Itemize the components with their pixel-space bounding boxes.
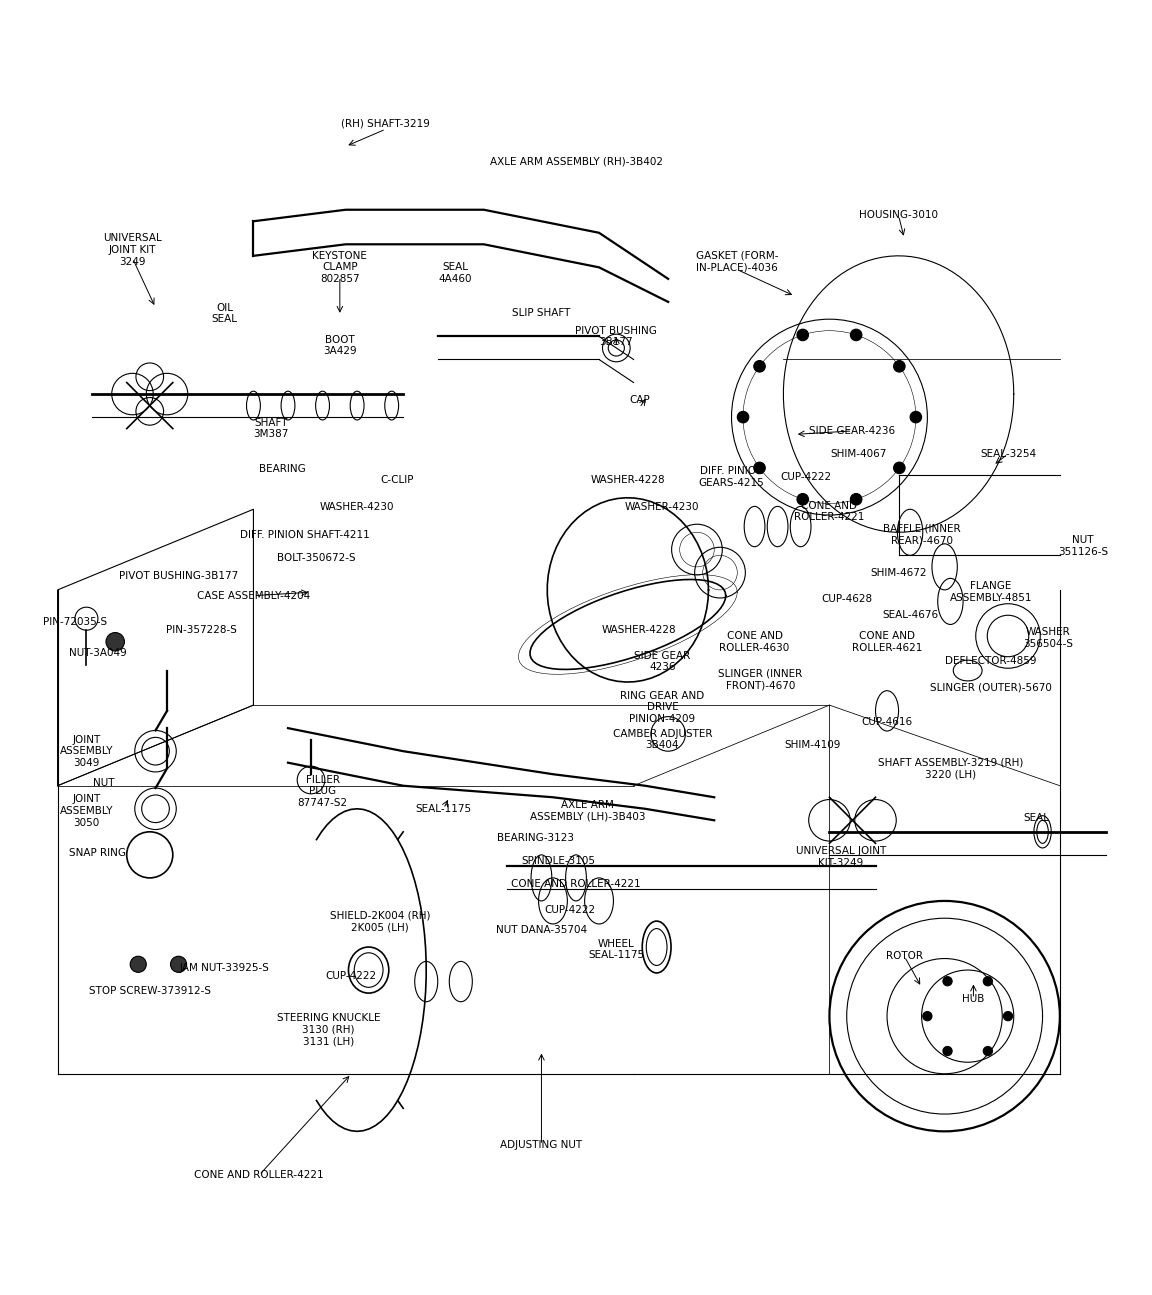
Text: SPINDLE-3105: SPINDLE-3105 bbox=[522, 856, 596, 865]
Text: UNIVERSAL JOINT
KIT-3249: UNIVERSAL JOINT KIT-3249 bbox=[796, 847, 886, 868]
Text: CASE ASSEMBLY-4204: CASE ASSEMBLY-4204 bbox=[197, 591, 310, 601]
Text: CUP-4222: CUP-4222 bbox=[326, 971, 377, 980]
Text: CUP-4628: CUP-4628 bbox=[821, 594, 872, 603]
Circle shape bbox=[983, 976, 992, 985]
Text: NUT
351126-S: NUT 351126-S bbox=[1058, 535, 1108, 557]
Text: PIVOT BUSHING-3B177: PIVOT BUSHING-3B177 bbox=[119, 571, 238, 581]
Text: WHEEL
SEAL-1175: WHEEL SEAL-1175 bbox=[589, 939, 644, 960]
Text: CUP-4222: CUP-4222 bbox=[781, 471, 832, 482]
Text: CONE AND ROLLER-4221: CONE AND ROLLER-4221 bbox=[511, 879, 641, 888]
Text: PIVOT BUSHING
3B177: PIVOT BUSHING 3B177 bbox=[575, 325, 658, 347]
Text: HOUSING-3010: HOUSING-3010 bbox=[859, 211, 938, 220]
Text: CONE AND
ROLLER-4630: CONE AND ROLLER-4630 bbox=[720, 631, 789, 653]
Text: DEFLECTOR-4859: DEFLECTOR-4859 bbox=[945, 657, 1037, 667]
Text: (RH) SHAFT-3219: (RH) SHAFT-3219 bbox=[341, 118, 431, 128]
Circle shape bbox=[923, 1011, 932, 1020]
Text: SIDE GEAR-4236: SIDE GEAR-4236 bbox=[810, 426, 895, 436]
Text: BAFFLE (INNER
REAR)-4670: BAFFLE (INNER REAR)-4670 bbox=[882, 523, 961, 545]
Text: BEARING: BEARING bbox=[259, 464, 305, 474]
Circle shape bbox=[1003, 1011, 1013, 1020]
Text: SEAL-1175: SEAL-1175 bbox=[416, 804, 471, 813]
Text: RING GEAR AND
DRIVE
PINION-4209: RING GEAR AND DRIVE PINION-4209 bbox=[620, 690, 705, 724]
Text: STEERING KNUCKLE
3130 (RH)
3131 (LH): STEERING KNUCKLE 3130 (RH) 3131 (LH) bbox=[276, 1014, 380, 1046]
Text: SEAL-3254: SEAL-3254 bbox=[980, 449, 1036, 458]
Text: SLIP SHAFT: SLIP SHAFT bbox=[513, 308, 570, 319]
Text: WASHER-4230: WASHER-4230 bbox=[626, 502, 699, 512]
Circle shape bbox=[170, 956, 187, 973]
Text: C-CLIP: C-CLIP bbox=[380, 475, 415, 486]
Text: CONE AND ROLLER-4221: CONE AND ROLLER-4221 bbox=[195, 1171, 324, 1180]
Circle shape bbox=[942, 976, 952, 985]
Text: SEAL
4A460: SEAL 4A460 bbox=[438, 263, 472, 284]
Text: CUP-4222: CUP-4222 bbox=[545, 905, 596, 916]
Text: GASKET (FORM-
IN-PLACE)-4036: GASKET (FORM- IN-PLACE)-4036 bbox=[696, 251, 779, 272]
Circle shape bbox=[910, 412, 922, 423]
Text: SIDE GEAR
4236: SIDE GEAR 4236 bbox=[635, 650, 690, 672]
Text: WASHER-4230: WASHER-4230 bbox=[320, 502, 394, 512]
Text: WASHER-4228: WASHER-4228 bbox=[591, 475, 665, 486]
Text: WASHER-4228: WASHER-4228 bbox=[602, 625, 676, 636]
Text: CONE AND
ROLLER-4621: CONE AND ROLLER-4621 bbox=[851, 631, 923, 653]
Text: SHIM-4109: SHIM-4109 bbox=[785, 741, 840, 750]
Text: CUP-4616: CUP-4616 bbox=[862, 717, 912, 728]
Circle shape bbox=[737, 412, 749, 423]
Circle shape bbox=[753, 462, 765, 474]
Text: NUT-3A049: NUT-3A049 bbox=[69, 649, 127, 658]
Circle shape bbox=[894, 462, 905, 474]
Circle shape bbox=[894, 360, 905, 372]
Text: FLANGE
ASSEMBLY-4851: FLANGE ASSEMBLY-4851 bbox=[949, 581, 1032, 603]
Text: SLINGER (OUTER)-5670: SLINGER (OUTER)-5670 bbox=[930, 682, 1052, 693]
Text: JAM NUT-33925-S: JAM NUT-33925-S bbox=[180, 962, 270, 973]
Text: CONE AND
ROLLER-4221: CONE AND ROLLER-4221 bbox=[794, 501, 865, 522]
Circle shape bbox=[106, 632, 124, 651]
Text: JOINT
ASSEMBLY
3050: JOINT ASSEMBLY 3050 bbox=[60, 795, 113, 828]
Text: ROTOR: ROTOR bbox=[886, 952, 923, 961]
Text: UNIVERSAL
JOINT KIT
3249: UNIVERSAL JOINT KIT 3249 bbox=[104, 233, 161, 267]
Text: PIN-72035-S: PIN-72035-S bbox=[43, 618, 107, 627]
Text: FILLER
PLUG
87747-S2: FILLER PLUG 87747-S2 bbox=[297, 774, 348, 808]
Text: HUB: HUB bbox=[962, 993, 985, 1004]
Text: SHAFT ASSEMBLY-3219 (RH)
3220 (LH): SHAFT ASSEMBLY-3219 (RH) 3220 (LH) bbox=[878, 758, 1023, 780]
Text: AXLE ARM ASSEMBLY (RH)-3B402: AXLE ARM ASSEMBLY (RH)-3B402 bbox=[490, 157, 662, 166]
Text: BEARING-3123: BEARING-3123 bbox=[498, 833, 574, 843]
Circle shape bbox=[130, 956, 146, 973]
Text: SHIELD-2K004 (RH)
2K005 (LH): SHIELD-2K004 (RH) 2K005 (LH) bbox=[329, 910, 431, 932]
Circle shape bbox=[797, 329, 809, 341]
Text: NUT: NUT bbox=[93, 778, 114, 789]
Text: SLINGER (INNER
FRONT)-4670: SLINGER (INNER FRONT)-4670 bbox=[718, 670, 803, 690]
Text: BOOT
3A429: BOOT 3A429 bbox=[323, 335, 357, 356]
Text: PIN-357228-S: PIN-357228-S bbox=[166, 625, 237, 636]
Text: KEYSTONE
CLAMP
802857: KEYSTONE CLAMP 802857 bbox=[312, 251, 367, 284]
Text: JOINT
ASSEMBLY
3049: JOINT ASSEMBLY 3049 bbox=[60, 734, 113, 768]
Text: SHIM-4672: SHIM-4672 bbox=[870, 567, 927, 578]
Text: CAP: CAP bbox=[629, 395, 650, 405]
Text: ADJUSTING NUT: ADJUSTING NUT bbox=[500, 1140, 583, 1150]
Text: STOP SCREW-373912-S: STOP SCREW-373912-S bbox=[89, 985, 211, 996]
Text: DIFF. PINION SHAFT-4211: DIFF. PINION SHAFT-4211 bbox=[241, 530, 370, 540]
Text: SEAL-4676: SEAL-4676 bbox=[882, 610, 938, 620]
Text: CAMBER ADJUSTER
3B404: CAMBER ADJUSTER 3B404 bbox=[613, 729, 712, 751]
Circle shape bbox=[983, 1046, 992, 1055]
Text: OIL
SEAL: OIL SEAL bbox=[212, 303, 237, 324]
Circle shape bbox=[753, 360, 765, 372]
Text: SHAFT
3M387: SHAFT 3M387 bbox=[253, 418, 288, 439]
Text: BOLT-350672-S: BOLT-350672-S bbox=[278, 553, 356, 562]
Circle shape bbox=[850, 329, 862, 341]
Text: SHIM-4067: SHIM-4067 bbox=[831, 449, 886, 458]
Circle shape bbox=[850, 493, 862, 505]
Text: WASHER
356504-S: WASHER 356504-S bbox=[1023, 628, 1074, 649]
Text: NUT DANA-35704: NUT DANA-35704 bbox=[495, 925, 588, 935]
Circle shape bbox=[797, 493, 809, 505]
Circle shape bbox=[942, 1046, 952, 1055]
Text: SNAP RING: SNAP RING bbox=[69, 847, 127, 857]
Text: SEAL: SEAL bbox=[1024, 813, 1049, 824]
Text: AXLE ARM
ASSEMBLY (LH)-3B403: AXLE ARM ASSEMBLY (LH)-3B403 bbox=[530, 800, 645, 822]
Text: DIFF. PINION
GEARS-4215: DIFF. PINION GEARS-4215 bbox=[698, 466, 765, 488]
